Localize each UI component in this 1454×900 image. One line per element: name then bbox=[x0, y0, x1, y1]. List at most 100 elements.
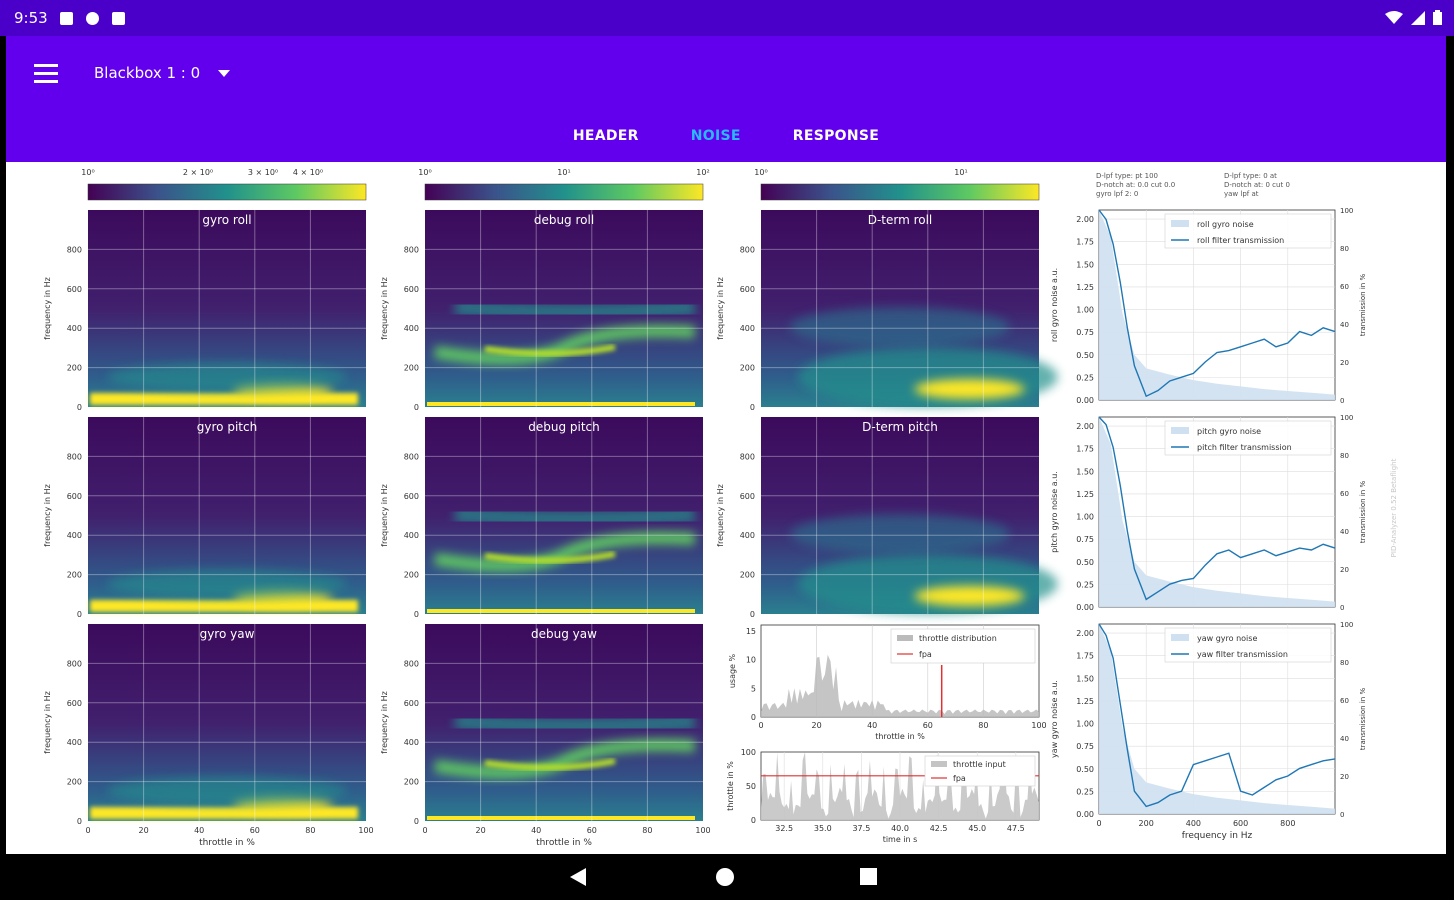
noise-plot-pitch: 0.00 0.25 0.50 0.75 1.00 1.25 1.50 1.75 2.00 0 20 4… bbox=[1050, 414, 1367, 612]
y-tick-label: 200 bbox=[404, 778, 419, 787]
battery-icon bbox=[1433, 10, 1442, 25]
filter-info-line: D-notch at: 0 cut 0 bbox=[1224, 181, 1290, 189]
throttle-histogram bbox=[761, 654, 1039, 717]
y2-tick-label: 0 bbox=[1340, 811, 1344, 819]
spectrogram-band bbox=[434, 532, 696, 572]
y-tick-label: 0.25 bbox=[1076, 787, 1094, 796]
system-nav-bar bbox=[0, 856, 1454, 900]
recents-icon[interactable] bbox=[860, 868, 877, 885]
colorbar-tick-label: 10⁰ bbox=[754, 168, 767, 177]
legend-box bbox=[890, 628, 1036, 664]
colorbar-tick-label: 3 × 10⁰ bbox=[248, 168, 278, 177]
legend-label: roll gyro noise bbox=[1197, 220, 1254, 229]
y-tick-label: 200 bbox=[67, 778, 82, 787]
y-tick-label: 1.75 bbox=[1076, 445, 1094, 454]
app-bar: Blackbox 1 : 0 HEADER NOISE RESPONSE bbox=[6, 36, 1446, 162]
x-tick-label: 42.5 bbox=[930, 824, 948, 833]
notification-icon bbox=[60, 12, 73, 25]
y2-tick-label: 20 bbox=[1340, 566, 1349, 574]
legend-swatch bbox=[1171, 427, 1189, 434]
y-tick-label: 2.00 bbox=[1076, 629, 1094, 638]
x-tick-label: 100 bbox=[1031, 721, 1046, 730]
x-tick-label: 80 bbox=[305, 826, 315, 835]
sync-icon bbox=[86, 12, 99, 25]
y-tick-label: 1.00 bbox=[1076, 306, 1094, 315]
x-axis-label: throttle in % bbox=[199, 838, 255, 848]
y-tick-label: 800 bbox=[404, 452, 419, 461]
y-tick-label: 400 bbox=[404, 738, 419, 747]
y-axis-label: usage % bbox=[728, 653, 737, 688]
y-tick-label: 2.00 bbox=[1076, 422, 1094, 431]
y-tick-label: 200 bbox=[67, 571, 82, 580]
x-tick-label: 45.0 bbox=[968, 824, 986, 833]
gyro-noise-area bbox=[1099, 624, 1335, 814]
side-note: PID-Analyzer 0.52 Betaflight bbox=[1390, 458, 1398, 557]
y2-tick-label: 20 bbox=[1340, 773, 1349, 781]
x-tick-label: 20 bbox=[139, 826, 149, 835]
y-tick-label: 50 bbox=[746, 782, 756, 791]
y-tick-label: 0 bbox=[751, 816, 756, 825]
y-tick-label: 15 bbox=[746, 627, 756, 636]
spectrogram-band bbox=[427, 402, 695, 406]
y-tick-label: 0 bbox=[751, 713, 756, 722]
y2-tick-label: 60 bbox=[1340, 490, 1349, 498]
legend-label: fpa bbox=[919, 650, 932, 659]
legend-swatch bbox=[931, 761, 947, 767]
y-tick-label: 1.00 bbox=[1076, 513, 1094, 522]
filter-info-line: D-notch at: 0.0 cut 0.0 bbox=[1096, 181, 1175, 189]
spectrogram-band bbox=[434, 739, 696, 779]
y2-axis-label: transmission in % bbox=[1359, 688, 1367, 751]
y-tick-label: 5 bbox=[751, 684, 756, 693]
spectrogram-glow bbox=[790, 514, 1010, 554]
colorbar bbox=[760, 183, 1040, 201]
y-tick-label: 0.25 bbox=[1076, 373, 1094, 382]
throttle-input-plot: 0 50 100 32.5 35.0 37.5 40.0 42.5 45.0 47.5 time i… bbox=[726, 748, 1040, 844]
y-axis-label: frequency in Hz bbox=[43, 277, 52, 340]
spectrogram-gyro-yaw: 0 200 400 600 800 gyro yaw frequency in Hz 0 20 4… bbox=[43, 624, 374, 848]
y2-tick-label: 80 bbox=[1340, 245, 1349, 253]
spectrogram-band bbox=[427, 609, 695, 613]
home-icon[interactable] bbox=[716, 868, 734, 886]
blackbox-dropdown[interactable]: Blackbox 1 : 0 bbox=[94, 64, 231, 82]
spectrogram-d-term-pitch: 0 200 400 600 800 D-term pitch frequency in Hz bbox=[716, 417, 1058, 619]
tab-header[interactable]: HEADER bbox=[572, 128, 639, 144]
y-tick-label: 600 bbox=[404, 492, 419, 501]
spectrogram-debug-roll: 0 200 400 600 800 debug roll frequency in Hz bbox=[380, 210, 703, 412]
legend-label: fpa bbox=[953, 774, 966, 783]
spectrogram-debug-pitch: 0 200 400 600 800 debug pitch frequency in Hz bbox=[380, 417, 703, 619]
x-tick-label: 60 bbox=[587, 826, 597, 835]
tab-response[interactable]: RESPONSE bbox=[792, 128, 880, 144]
legend-label: throttle distribution bbox=[919, 634, 997, 643]
legend-label: pitch gyro noise bbox=[1197, 427, 1261, 436]
spectrogram-band bbox=[484, 344, 616, 357]
signal-icon bbox=[1411, 10, 1425, 25]
y-tick-label: 200 bbox=[67, 364, 82, 373]
spectrogram-title: gyro roll bbox=[202, 213, 251, 227]
spectrogram-band bbox=[434, 325, 696, 365]
x-tick-label: 40 bbox=[194, 826, 204, 835]
colorbar-tick-label: 10² bbox=[696, 168, 709, 177]
analysis-content: 10⁰ 2 × 10⁰ 3 × 10⁰ 4 × 10⁰ 10⁰ 10¹ 10² 10⁰ 10¹ … bbox=[6, 162, 1446, 854]
y2-tick-label: 60 bbox=[1340, 697, 1349, 705]
menu-icon[interactable] bbox=[34, 64, 58, 84]
x-tick-label: 0 bbox=[758, 721, 763, 730]
legend-label: throttle input bbox=[953, 760, 1006, 769]
y-axis-label: roll gyro noise a.u. bbox=[1050, 268, 1059, 342]
back-icon[interactable] bbox=[570, 868, 586, 886]
x-tick-label: 35.0 bbox=[814, 824, 832, 833]
y-tick-label: 800 bbox=[740, 245, 755, 254]
y-tick-label: 200 bbox=[404, 571, 419, 580]
spectrogram-band bbox=[484, 551, 616, 564]
y-tick-label: 1.25 bbox=[1076, 283, 1094, 292]
caret-down-icon bbox=[218, 69, 231, 77]
legend-label: pitch filter transmission bbox=[1197, 443, 1292, 452]
spectrogram-hotspot bbox=[914, 379, 1025, 399]
spectrogram-d-term-roll: 0 200 400 600 800 D-term roll frequency in Hz bbox=[716, 210, 1058, 412]
x-tick-label: 100 bbox=[695, 826, 710, 835]
x-tick-label: 37.5 bbox=[852, 824, 870, 833]
wifi-icon bbox=[1385, 10, 1403, 24]
x-tick-label: 80 bbox=[642, 826, 652, 835]
tab-noise[interactable]: NOISE bbox=[690, 128, 741, 144]
y-tick-label: 0.00 bbox=[1076, 396, 1094, 405]
spectrogram-glow bbox=[454, 712, 696, 735]
